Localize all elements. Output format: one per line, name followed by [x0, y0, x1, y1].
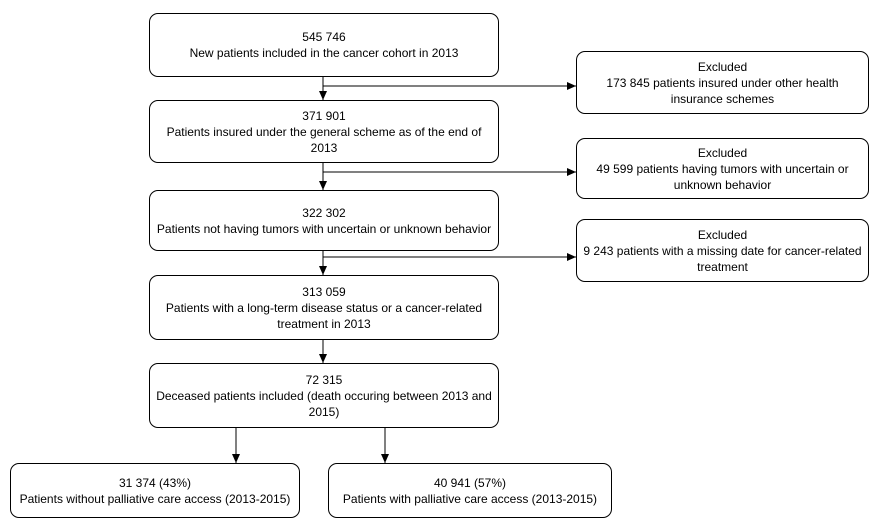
box-deceased: 72 315 Deceased patients included (death… — [149, 363, 499, 428]
box-general-scheme-count: 371 901 — [302, 108, 346, 123]
box-excluded-missing-date-title: Excluded — [697, 227, 748, 242]
box-excluded-missing-date-text: 9 243 patients with a missing date for c… — [583, 243, 862, 274]
box-excluded-uncertain-text: 49 599 patients having tumors with uncer… — [596, 161, 849, 192]
box-cohort-count: 545 746 — [302, 30, 346, 44]
box-excluded-other-schemes: Excluded 173 845 patients insured under … — [576, 51, 869, 114]
box-cohort-text: New patients included in the cancer coho… — [189, 46, 459, 60]
box-with-palliative-count: 40 941 (57%) — [433, 475, 507, 490]
box-long-term: 313 059 Patients with a long-term diseas… — [149, 275, 499, 340]
box-excluded-other-schemes-title: Excluded — [697, 59, 748, 74]
box-excluded-uncertain-title: Excluded — [697, 145, 748, 160]
box-deceased-text: Deceased patients included (death occuri… — [156, 388, 492, 419]
box-deceased-count: 72 315 — [305, 372, 343, 387]
box-without-palliative: 31 374 (43%) Patients without palliative… — [10, 463, 300, 518]
box-with-palliative-text: Patients with palliative care access (20… — [342, 491, 598, 506]
box-no-uncertain-text: Patients not having tumors with uncertai… — [156, 221, 492, 236]
box-excluded-other-schemes-text: 173 845 patients insured under other hea… — [606, 75, 839, 106]
box-with-palliative: 40 941 (57%) Patients with palliative ca… — [328, 463, 612, 518]
box-excluded-missing-date: Excluded 9 243 patients with a missing d… — [576, 219, 869, 282]
box-general-scheme: 371 901 Patients insured under the gener… — [149, 100, 499, 163]
box-long-term-text: Patients with a long-term disease status… — [165, 300, 483, 331]
box-no-uncertain: 322 302 Patients not having tumors with … — [149, 190, 499, 251]
box-long-term-count: 313 059 — [302, 284, 346, 299]
box-no-uncertain-count: 322 302 — [302, 205, 346, 220]
box-without-palliative-text: Patients without palliative care access … — [19, 491, 291, 506]
box-without-palliative-count: 31 374 (43%) — [118, 475, 192, 490]
box-general-scheme-text: Patients insured under the general schem… — [166, 124, 482, 155]
box-excluded-uncertain: Excluded 49 599 patients having tumors w… — [576, 138, 869, 199]
box-cohort: 545 746 New patients included in the can… — [149, 13, 499, 77]
